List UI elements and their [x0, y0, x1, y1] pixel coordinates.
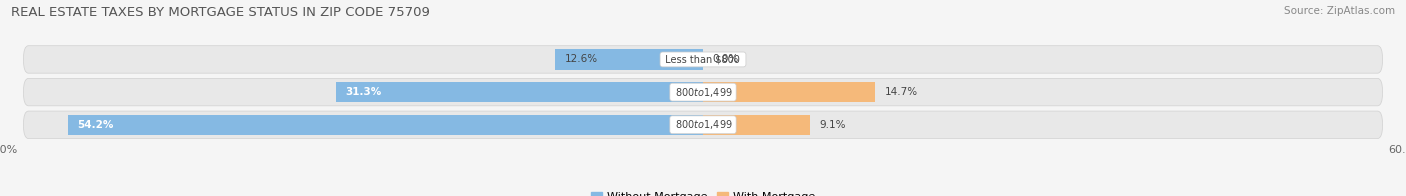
Legend: Without Mortgage, With Mortgage: Without Mortgage, With Mortgage [586, 187, 820, 196]
Text: Source: ZipAtlas.com: Source: ZipAtlas.com [1284, 6, 1395, 16]
Bar [336, 82, 703, 102]
FancyBboxPatch shape [24, 111, 1382, 139]
Text: REAL ESTATE TAXES BY MORTGAGE STATUS IN ZIP CODE 75709: REAL ESTATE TAXES BY MORTGAGE STATUS IN … [11, 6, 430, 19]
FancyBboxPatch shape [24, 78, 1382, 106]
Text: 9.1%: 9.1% [818, 120, 845, 130]
Text: $800 to $1,499: $800 to $1,499 [672, 86, 734, 99]
Text: 12.6%: 12.6% [565, 54, 598, 64]
Text: 31.3%: 31.3% [346, 87, 382, 97]
Bar [555, 49, 703, 70]
Bar [67, 115, 703, 135]
Text: 54.2%: 54.2% [77, 120, 114, 130]
Text: $800 to $1,499: $800 to $1,499 [672, 118, 734, 131]
Bar [703, 115, 810, 135]
Text: 14.7%: 14.7% [884, 87, 918, 97]
FancyBboxPatch shape [24, 46, 1382, 73]
Text: 0.0%: 0.0% [713, 54, 738, 64]
Text: Less than $800: Less than $800 [662, 54, 744, 64]
Bar [703, 82, 875, 102]
